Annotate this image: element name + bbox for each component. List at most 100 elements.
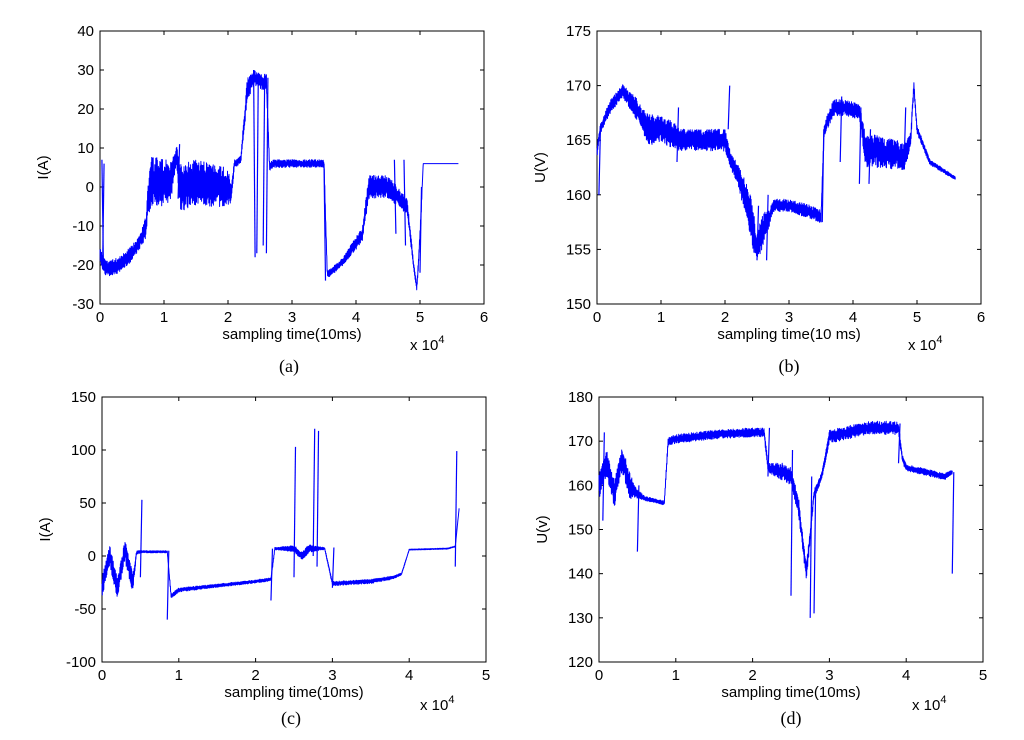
series-spike — [767, 427, 771, 477]
x-tick-label: 4 — [405, 667, 413, 684]
y-tick-label: 170 — [566, 78, 591, 95]
y-tick-label: -100 — [66, 654, 96, 671]
x-tick-label: 5 — [913, 309, 921, 326]
y-tick-label: -50 — [74, 601, 96, 618]
series-spike — [903, 107, 907, 163]
x-tick-label: 3 — [785, 309, 793, 326]
x-tick-label: 4 — [902, 667, 910, 684]
subfigure-caption: (a) — [279, 356, 299, 377]
series-line — [99, 70, 459, 291]
series-spike — [813, 494, 817, 614]
series-spike — [727, 85, 731, 130]
series-spike — [636, 485, 640, 552]
series-spike — [139, 499, 143, 578]
x-tick-label: 5 — [979, 667, 987, 684]
series-spike — [312, 428, 316, 557]
plot-frame — [596, 30, 982, 305]
x-tick-label: 0 — [98, 667, 106, 684]
y-tick-label: 50 — [79, 495, 96, 512]
series-spike — [839, 96, 843, 163]
x-tick-label: 2 — [251, 667, 259, 684]
chart-panel-d: 0 1 2 3 4 5 120 130 140 150 160 170 180 sampling time… — [534, 389, 987, 729]
series-spike — [858, 107, 862, 184]
series-spike — [323, 163, 327, 281]
x-tick-label: 1 — [672, 667, 680, 684]
x-axis-label: sampling time(10ms) — [721, 684, 860, 701]
y-tick-label: 0 — [88, 548, 96, 565]
y-tick-label: 150 — [568, 522, 593, 539]
y-tick-label: 170 — [568, 433, 593, 450]
series-spike — [809, 476, 813, 618]
y-tick-label: -10 — [72, 218, 94, 235]
x-tick-label: 1 — [175, 667, 183, 684]
series-spike — [454, 451, 458, 567]
series-spike — [293, 446, 297, 578]
x-axis-label: sampling time(10ms) — [222, 326, 361, 343]
x-tick-label: 3 — [825, 667, 833, 684]
x-tick-label: 6 — [977, 309, 985, 326]
y-tick-label: 140 — [568, 566, 593, 583]
chart-panel-a: 0 1 2 3 4 5 6 -30 -20 -10 0 10 20 30 40 sampling time(1… — [35, 23, 488, 377]
x-tick-label: 2 — [224, 309, 232, 326]
series-spike — [766, 194, 769, 261]
x-tick-label: 3 — [328, 667, 336, 684]
series-spike — [101, 163, 105, 269]
y-tick-label: 150 — [566, 296, 591, 313]
series-spike — [598, 129, 602, 195]
series-spike — [897, 423, 901, 464]
series-spike — [253, 69, 256, 258]
series-spike — [166, 550, 170, 620]
x-multiplier: x 104 — [420, 694, 454, 714]
y-axis-label: I(A) — [37, 517, 54, 541]
y-tick-label: 160 — [568, 477, 593, 494]
x-multiplier: x 104 — [912, 694, 946, 714]
x-tick-label: 1 — [160, 309, 168, 326]
plot-frame — [598, 396, 984, 663]
x-axis-label: sampling time(10ms) — [224, 684, 363, 701]
x-multiplier: x 104 — [908, 334, 942, 354]
series-spike — [262, 73, 266, 246]
y-tick-label: 10 — [77, 140, 94, 157]
y-tick-label: -30 — [72, 296, 94, 313]
y-tick-label: 40 — [77, 23, 94, 40]
x-tick-label: 1 — [657, 309, 665, 326]
x-tick-label: 3 — [288, 309, 296, 326]
x-tick-label: 6 — [480, 309, 488, 326]
series-spike — [256, 73, 259, 254]
y-tick-label: 155 — [566, 241, 591, 258]
series-spike — [177, 144, 181, 199]
series-line — [596, 82, 956, 258]
series-spike — [951, 472, 955, 574]
y-tick-label: 180 — [568, 389, 593, 406]
y-tick-label: 160 — [566, 187, 591, 204]
y-tick-label: 120 — [568, 654, 593, 671]
plot-frame — [101, 396, 487, 663]
x-multiplier: x 104 — [410, 334, 444, 354]
y-tick-label: -20 — [72, 257, 94, 274]
x-tick-label: 0 — [595, 667, 603, 684]
chart-panel-b: 0 1 2 3 4 5 6 150 155 160 165 170 175 sampling time(1… — [532, 23, 985, 377]
y-axis-label: U(v) — [534, 515, 551, 543]
x-tick-label: 5 — [416, 309, 424, 326]
x-axis-label: sampling time(10 ms) — [717, 326, 860, 343]
y-tick-label: 0 — [86, 179, 94, 196]
series-spike — [331, 547, 335, 588]
chart-panel-c: 0 1 2 3 4 5 -100 -50 0 50 100 150 sampling time(10ms… — [37, 389, 490, 729]
series-line — [598, 420, 953, 579]
y-tick-label: 150 — [71, 389, 96, 406]
y-axis-label: U(V) — [532, 152, 549, 183]
y-tick-label: 30 — [77, 62, 94, 79]
series-spike — [265, 77, 269, 254]
series-spike — [403, 159, 407, 246]
series-spike — [821, 129, 825, 223]
y-tick-label: 100 — [71, 442, 96, 459]
series-spike — [790, 449, 794, 596]
series-spike — [316, 430, 320, 567]
series-spike — [270, 548, 274, 601]
y-tick-label: 165 — [566, 132, 591, 149]
x-tick-label: 2 — [721, 309, 729, 326]
subfigure-caption: (d) — [781, 708, 802, 729]
series-line — [101, 508, 460, 598]
series-spike — [393, 159, 397, 234]
